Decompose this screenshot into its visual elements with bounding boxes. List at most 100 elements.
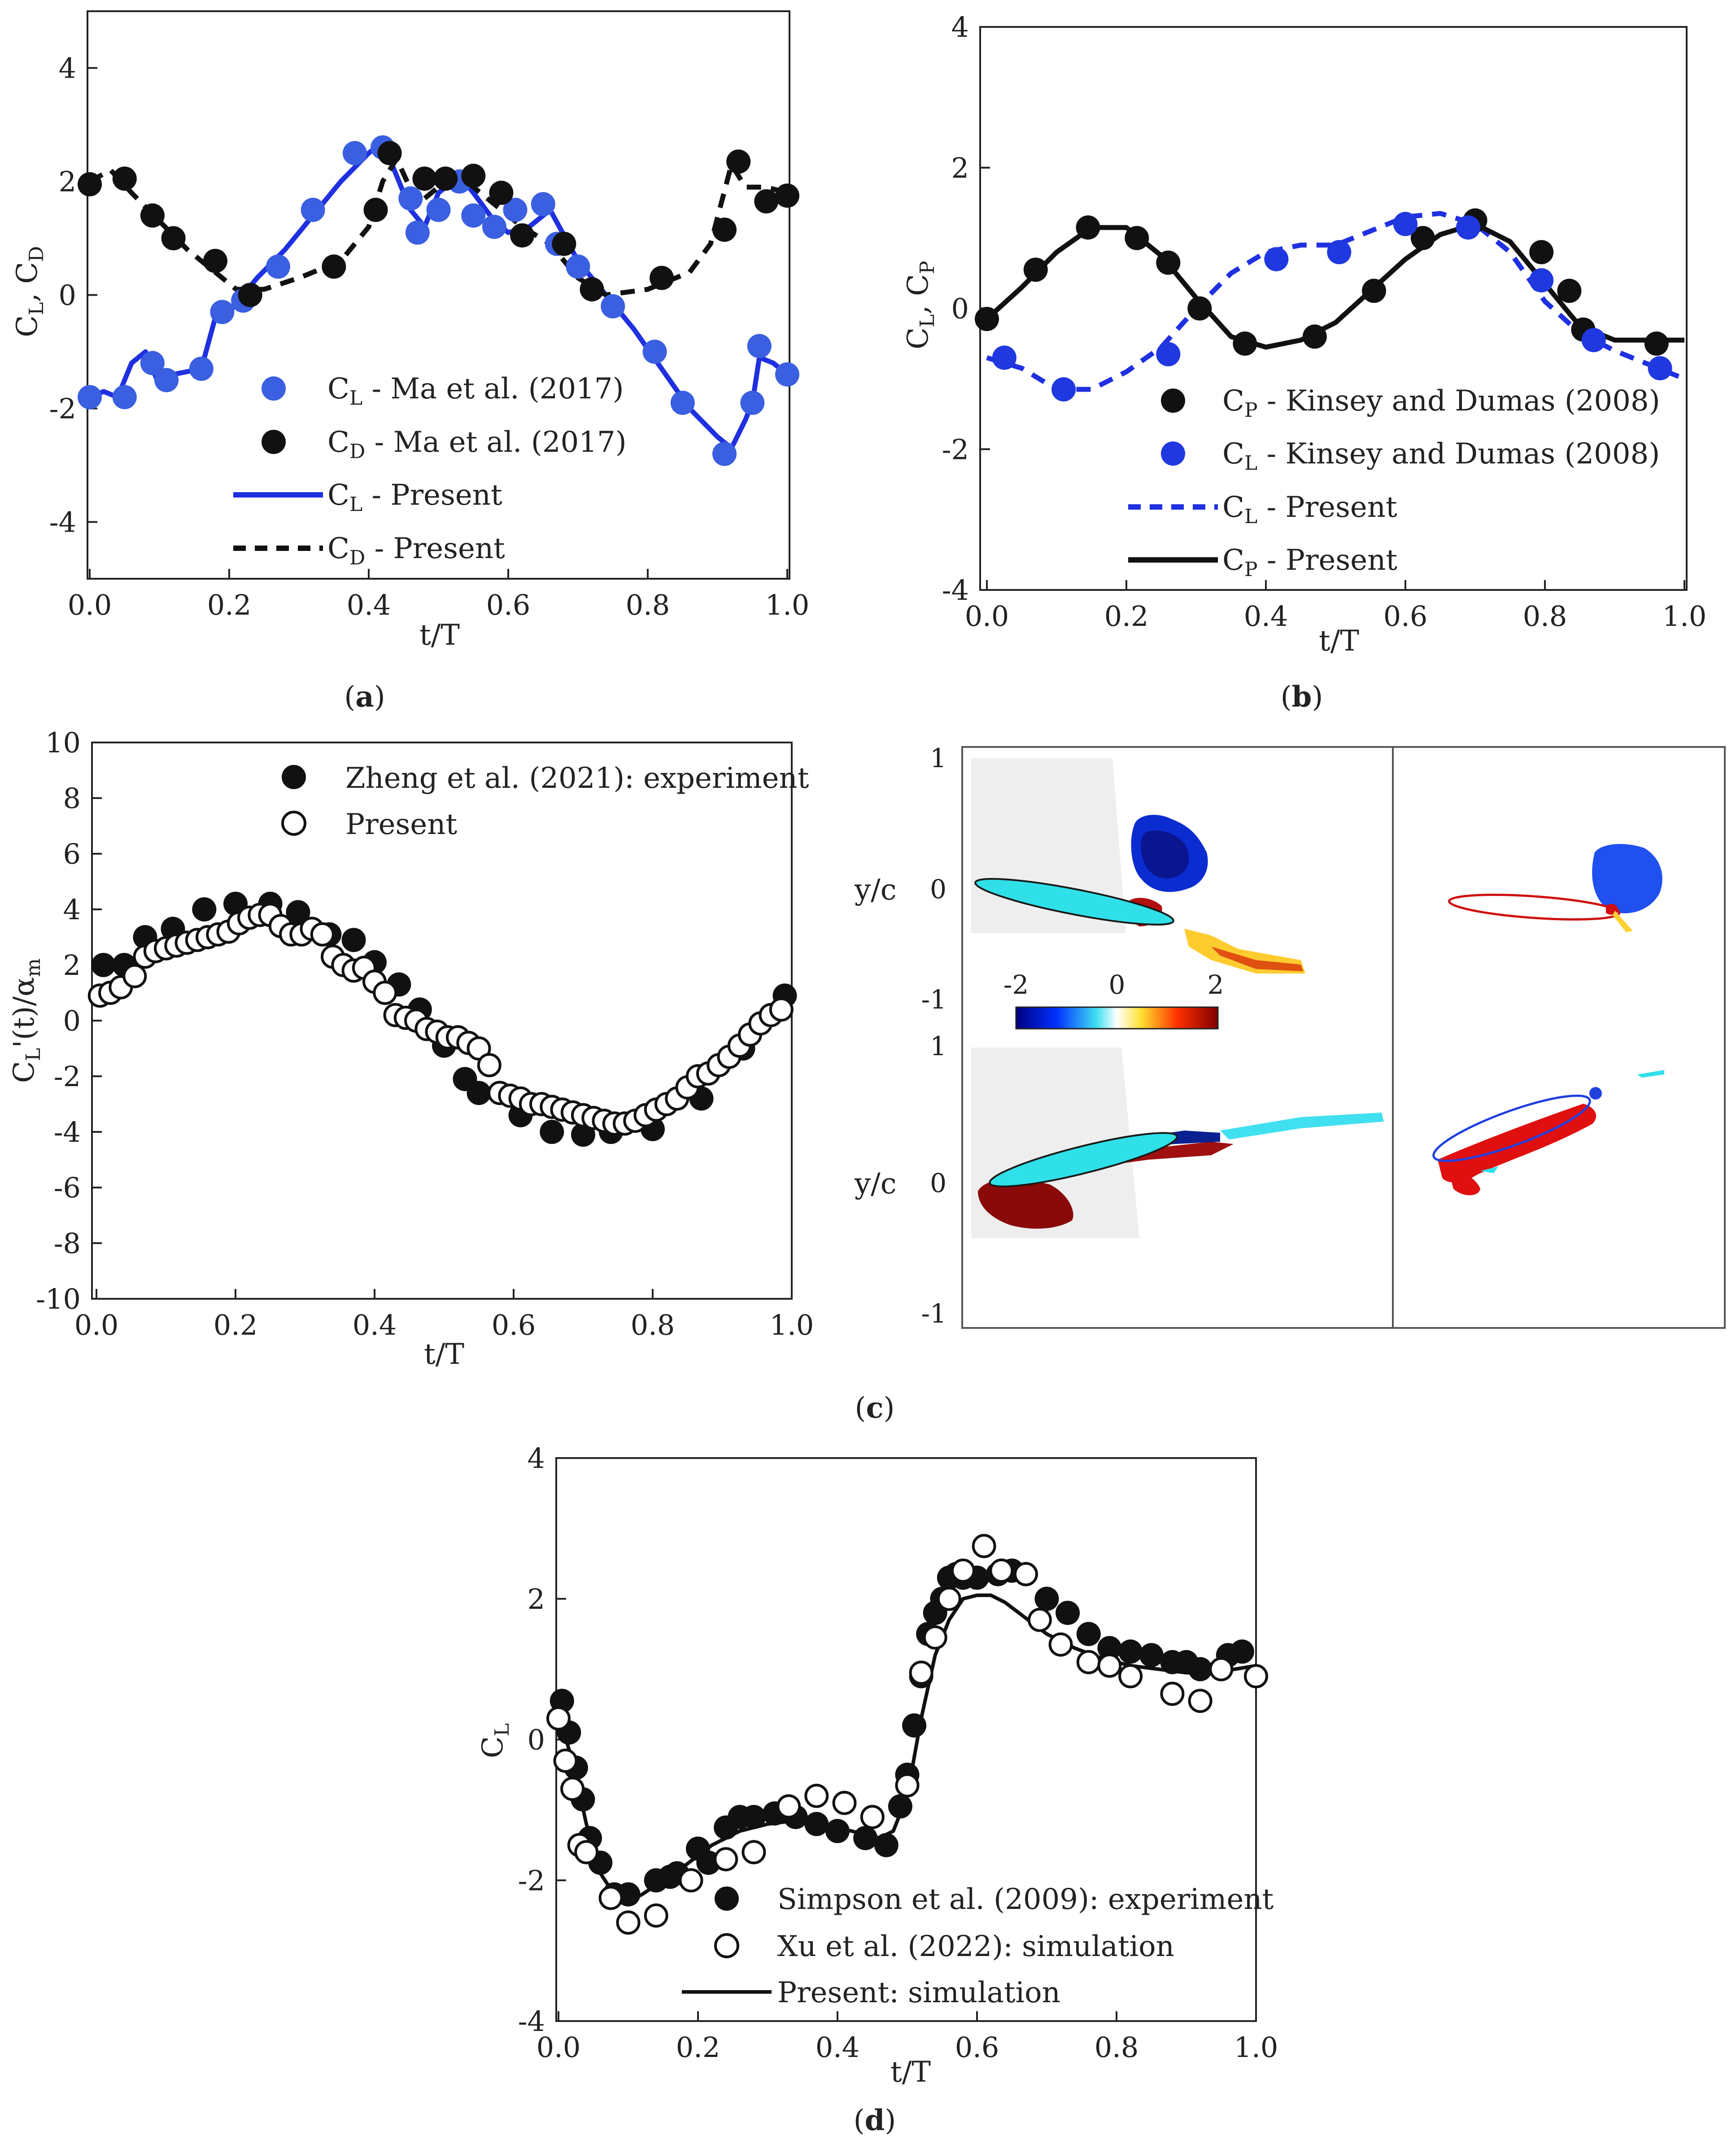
panel-b-plot-area xyxy=(975,208,1686,402)
y-tick-label: 0 xyxy=(59,279,76,312)
legend-marker-cd-ma xyxy=(262,430,286,454)
data-point xyxy=(560,1777,585,1801)
panel-b-legend: CP - Kinsey and Dumas (2008) CL - Kinsey… xyxy=(1128,384,1660,581)
panel-c-xlabel: t/T xyxy=(424,1338,464,1371)
data-point xyxy=(580,277,604,301)
y-tick-label: 4 xyxy=(951,11,969,44)
data-point xyxy=(540,1120,564,1144)
panel-d-xlabel: t/T xyxy=(890,2056,931,2089)
x-tick-label: 0.0 xyxy=(537,2031,581,2064)
upper-ytick: 1 xyxy=(930,743,947,773)
data-point xyxy=(888,1794,912,1819)
data-point xyxy=(341,928,366,952)
data-point xyxy=(192,897,217,921)
data-point xyxy=(377,141,402,166)
data-point xyxy=(853,1826,878,1851)
data-point xyxy=(461,163,486,188)
panel-c-plot-area xyxy=(87,891,797,1147)
data-point xyxy=(161,226,186,250)
data-point xyxy=(909,1660,933,1685)
data-point xyxy=(1648,356,1672,380)
x-tick-label: 0.4 xyxy=(816,2031,860,2064)
foil-lower-simulation xyxy=(1432,1094,1591,1162)
lower-ytick: 1 xyxy=(930,1031,947,1061)
snapshot-lower-experiment xyxy=(971,1048,1384,1238)
legend-label-xu: Xu et al. (2022): simulation xyxy=(777,1930,1174,1963)
y-tick-label: 4 xyxy=(63,893,81,926)
data-point xyxy=(1023,258,1048,282)
y-tick-label: 2 xyxy=(528,1583,545,1616)
panel-b-label: (b) xyxy=(1281,680,1323,714)
x-tick-label: 0.4 xyxy=(1244,600,1288,633)
data-point xyxy=(412,166,437,191)
data-point xyxy=(266,254,290,279)
data-point xyxy=(832,1790,857,1815)
x-tick-label: 0.2 xyxy=(676,2031,720,2064)
data-point xyxy=(286,900,310,925)
foil-upper-experiment xyxy=(974,878,1174,926)
data-point xyxy=(1188,1689,1213,1713)
legend-label-present-c: Present xyxy=(345,808,457,841)
lower-ytick: -1 xyxy=(921,1298,947,1329)
data-point xyxy=(642,340,667,364)
data-point xyxy=(1156,342,1181,367)
data-point xyxy=(1393,212,1418,236)
data-point xyxy=(78,172,102,196)
data-point xyxy=(1048,1632,1073,1657)
data-point xyxy=(154,368,179,393)
data-point xyxy=(574,1840,599,1865)
legend-label-simpson: Simpson et al. (2009): experiment xyxy=(777,1883,1274,1916)
data-point xyxy=(712,441,737,466)
data-point xyxy=(1410,226,1435,250)
data-point xyxy=(189,357,214,381)
data-point xyxy=(1233,331,1257,356)
y-tick-label: 4 xyxy=(528,1442,545,1475)
legend-label-cl-ma: CL - Ma et al. (2017) xyxy=(327,372,624,410)
data-point xyxy=(1187,296,1212,321)
legend-label-cl-kinsey: CL - Kinsey and Dumas (2008) xyxy=(1222,437,1660,475)
data-point xyxy=(1056,1601,1080,1625)
data-point xyxy=(405,220,430,245)
legend-marker-cl-kinsey xyxy=(1161,441,1185,466)
x-tick-label: 0.0 xyxy=(68,589,112,621)
data-point xyxy=(210,300,235,324)
x-tick-label: 0.8 xyxy=(1095,2031,1139,2064)
panel-b-xlabel: t/T xyxy=(1319,624,1359,658)
legend-marker-cp-kinsey xyxy=(1161,389,1185,413)
panel-d-chart: 0.0 0.2 0.4 0.6 0.8 1.0 -4 -2 0 2 4 t/T CL Simpson… xyxy=(476,1442,1278,2137)
legend-label-zheng: Zheng et al. (2021): experiment xyxy=(345,762,809,795)
y-tick-label: -2 xyxy=(518,1864,545,1897)
panel-a-tick-labels: 0.0 0.2 0.4 0.6 0.8 1.0 -4 -2 0 2 4 xyxy=(49,52,810,622)
x-tick-label: 1.0 xyxy=(1234,2031,1278,2064)
panel-c-chart: 0.0 0.2 0.4 0.6 0.8 1.0 -10 -8 -6 -4 -2 0 2 4 6 8 10 t/T… xyxy=(8,726,814,1371)
y-tick-label: 4 xyxy=(59,52,76,85)
data-point xyxy=(1034,1586,1059,1611)
data-point xyxy=(923,1625,947,1650)
data-point xyxy=(78,385,102,410)
y-tick-label: 8 xyxy=(63,782,81,815)
x-tick-label: 1.0 xyxy=(765,589,810,621)
x-tick-label: 0.2 xyxy=(1104,600,1149,633)
y-tick-label: 0 xyxy=(63,1004,81,1037)
data-point xyxy=(1264,247,1289,271)
data-point xyxy=(1076,1650,1101,1674)
y-tick-label: -2 xyxy=(49,393,76,425)
data-point xyxy=(1097,1636,1122,1660)
panel-b-ylabel: CL, CP xyxy=(902,261,939,349)
data-point xyxy=(477,1053,502,1078)
data-point xyxy=(461,203,486,228)
data-point xyxy=(1557,279,1582,303)
data-point xyxy=(601,294,625,319)
x-tick-label: 0.6 xyxy=(492,1309,536,1341)
lower-ytick: 0 xyxy=(930,1168,947,1198)
x-tick-label: 0.0 xyxy=(74,1309,119,1341)
series-line xyxy=(986,211,1686,392)
data-point xyxy=(740,390,765,415)
upper-ytick: -1 xyxy=(921,984,947,1015)
data-point xyxy=(1529,240,1554,264)
sim-lower-wake-bit xyxy=(1480,1166,1498,1173)
legend-marker-simpson xyxy=(715,1886,739,1911)
data-point xyxy=(726,149,751,174)
data-point xyxy=(714,1847,738,1872)
